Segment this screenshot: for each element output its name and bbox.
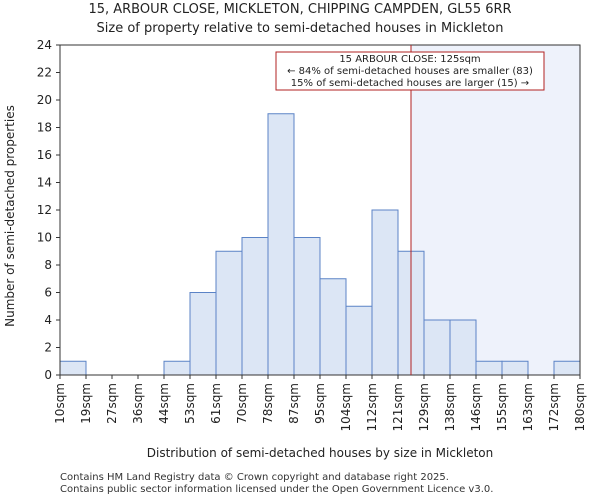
y-tick-label-22: 22 <box>37 66 52 80</box>
bar-70sqm <box>241 237 269 376</box>
x-tick-label-155sqm: 155sqm <box>495 383 509 431</box>
bar-44sqm <box>163 360 191 376</box>
y-tick-label-10: 10 <box>37 231 52 245</box>
annotation-line-3: 15% of semi-detached houses are larger (… <box>291 78 529 89</box>
x-tick-label-27sqm: 27sqm <box>105 383 119 424</box>
bar-172sqm <box>553 360 581 376</box>
y-tick-label-16: 16 <box>37 148 52 162</box>
x-tick-label-121sqm: 121sqm <box>391 383 405 431</box>
x-tick-label-61sqm: 61sqm <box>209 383 223 424</box>
annotation-line-1: 15 ARBOUR CLOSE: 125sqm <box>339 54 480 65</box>
annotation-line-2: ← 84% of semi-detached houses are smalle… <box>287 66 533 77</box>
annotation-box <box>275 51 545 91</box>
y-tick-label-14: 14 <box>37 176 52 190</box>
property-annotation: 15 ARBOUR CLOSE: 125sqm ← 84% of semi-de… <box>275 51 545 91</box>
y-tick-label-4: 4 <box>44 313 52 327</box>
bar-87sqm <box>293 237 321 376</box>
bar-138sqm <box>449 319 477 376</box>
y-tick-label-18: 18 <box>37 121 52 135</box>
bar-155sqm <box>501 360 529 376</box>
bar-53sqm <box>189 292 217 376</box>
bar-112sqm <box>371 209 399 376</box>
x-tick-label-53sqm: 53sqm <box>183 383 197 424</box>
x-tick-label-78sqm: 78sqm <box>261 383 275 424</box>
y-tick-label-0: 0 <box>44 368 52 382</box>
x-tick-label-36sqm: 36sqm <box>131 383 145 424</box>
x-tick-label-95sqm: 95sqm <box>313 383 327 424</box>
y-tick-label-6: 6 <box>44 286 52 300</box>
bar-104sqm <box>345 305 373 376</box>
x-tick-label-172sqm: 172sqm <box>547 383 561 431</box>
x-tick-label-10sqm: 10sqm <box>53 383 67 424</box>
footer-copyright: Contains HM Land Registry data © Crown c… <box>60 472 449 483</box>
bar-146sqm <box>475 360 503 376</box>
y-tick-label-12: 12 <box>37 203 52 217</box>
bar-78sqm <box>267 113 295 376</box>
x-tick-label-112sqm: 112sqm <box>365 383 379 431</box>
x-tick-label-129sqm: 129sqm <box>417 383 431 431</box>
y-tick-label-8: 8 <box>44 258 52 272</box>
chart-title: 15, ARBOUR CLOSE, MICKLETON, CHIPPING CA… <box>88 2 512 17</box>
bar-10sqm <box>59 360 87 376</box>
bars <box>59 113 581 376</box>
x-tick-label-180sqm: 180sqm <box>573 383 587 431</box>
y-axis-label: Number of semi-detached properties <box>3 105 17 327</box>
bar-129sqm <box>423 319 451 376</box>
x-tick-label-70sqm: 70sqm <box>235 383 249 424</box>
x-tick-label-104sqm: 104sqm <box>339 383 353 431</box>
y-tick-label-2: 2 <box>44 341 52 355</box>
y-tick-label-20: 20 <box>37 93 52 107</box>
footer-licence: Contains public sector information licen… <box>60 484 494 495</box>
x-tick-label-138sqm: 138sqm <box>443 383 457 431</box>
y-tick-label-24: 24 <box>37 38 52 52</box>
x-tick-label-44sqm: 44sqm <box>157 383 171 424</box>
bar-95sqm <box>319 278 347 376</box>
x-tick-label-87sqm: 87sqm <box>287 383 301 424</box>
bar-61sqm <box>215 250 243 376</box>
x-tick-label-19sqm: 19sqm <box>79 383 93 424</box>
x-tick-label-163sqm: 163sqm <box>521 383 535 431</box>
chart-subtitle: Size of property relative to semi-detach… <box>96 21 504 36</box>
x-tick-label-146sqm: 146sqm <box>469 383 483 431</box>
x-axis-label: Distribution of semi-detached houses by … <box>147 446 494 460</box>
